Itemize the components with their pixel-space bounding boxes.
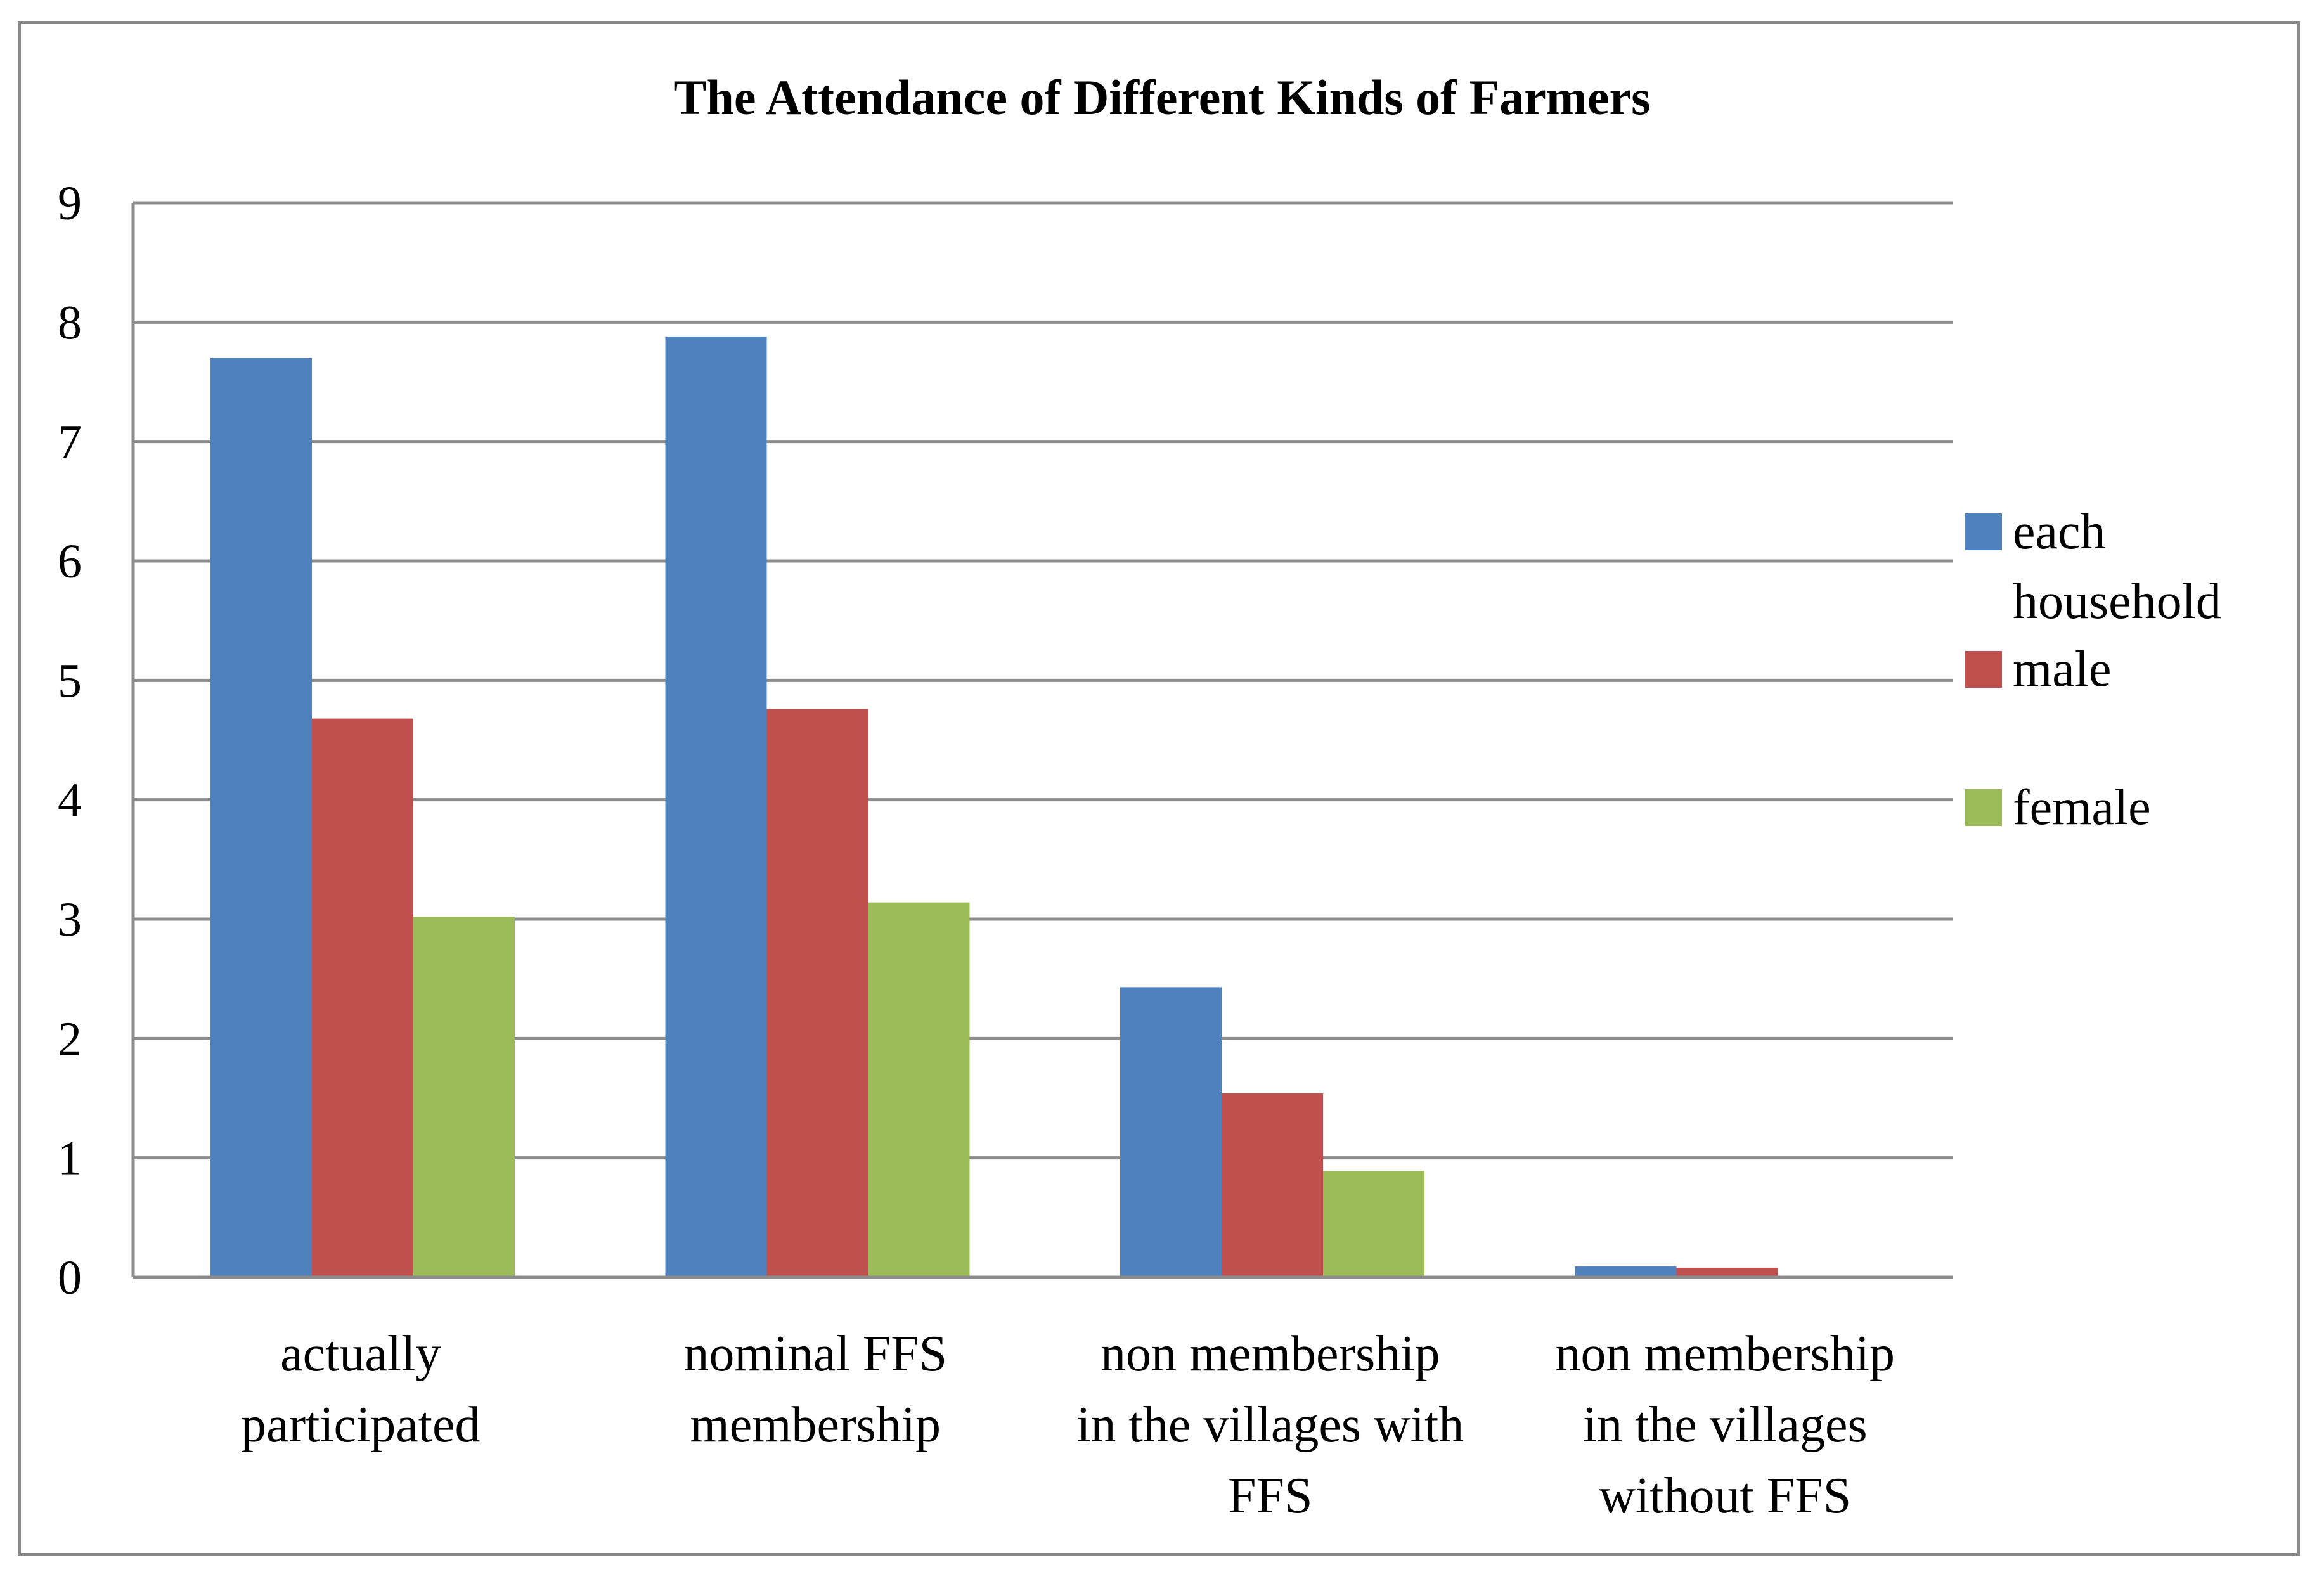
bar-female [413, 917, 515, 1277]
bar-female [1323, 1171, 1424, 1277]
y-tick-label: 9 [58, 177, 82, 230]
legend-label: female [2013, 780, 2151, 835]
legend-swatch [1965, 789, 2002, 826]
x-category-label: in the villages [1583, 1397, 1868, 1453]
chart-title: The Attendance of Different Kinds of Far… [674, 70, 1651, 125]
x-axis-category-labels: actually participated nominal FFS membershi… [241, 1326, 1895, 1524]
y-tick-label: 3 [58, 893, 82, 946]
legend-swatch [1965, 513, 2002, 550]
x-category-label: non membership [1556, 1326, 1895, 1382]
x-category-label: nominal FFS [683, 1326, 947, 1382]
bar-male [1676, 1267, 1778, 1277]
legend-label: male [2013, 641, 2111, 697]
y-tick-label: 8 [58, 296, 82, 349]
y-tick-label: 7 [58, 416, 82, 469]
legend-swatch [1965, 651, 2002, 688]
axes [131, 203, 1953, 1279]
bar-each-household [1120, 987, 1222, 1277]
y-axis-tick-labels: 0 1 2 3 4 5 6 7 8 9 [58, 177, 82, 1305]
x-category-label: without FFS [1599, 1468, 1851, 1524]
x-category-label: membership [690, 1397, 941, 1453]
x-category-label: participated [241, 1397, 481, 1453]
bar-each-household [665, 336, 767, 1277]
bar-each-household [1575, 1266, 1677, 1277]
legend-label: household [2013, 574, 2221, 629]
x-category-label: in the villages with [1076, 1397, 1464, 1453]
legend: each household male female [1965, 504, 2221, 835]
x-category-label: non membership [1101, 1326, 1440, 1382]
x-category-label: actually [280, 1326, 441, 1382]
legend-label: each [2013, 504, 2106, 560]
bar-each-household [210, 358, 312, 1278]
bar-male [312, 718, 413, 1277]
y-tick-label: 6 [58, 535, 82, 588]
y-tick-label: 0 [58, 1251, 82, 1305]
bar-male [1222, 1093, 1323, 1277]
y-tick-label: 2 [58, 1012, 82, 1066]
x-category-label: FFS [1228, 1468, 1312, 1524]
bars [210, 336, 1778, 1278]
y-tick-label: 4 [58, 774, 82, 827]
y-tick-label: 1 [58, 1132, 82, 1185]
bar-female [868, 902, 970, 1277]
bar-male [766, 709, 868, 1277]
y-tick-label: 5 [58, 654, 82, 707]
